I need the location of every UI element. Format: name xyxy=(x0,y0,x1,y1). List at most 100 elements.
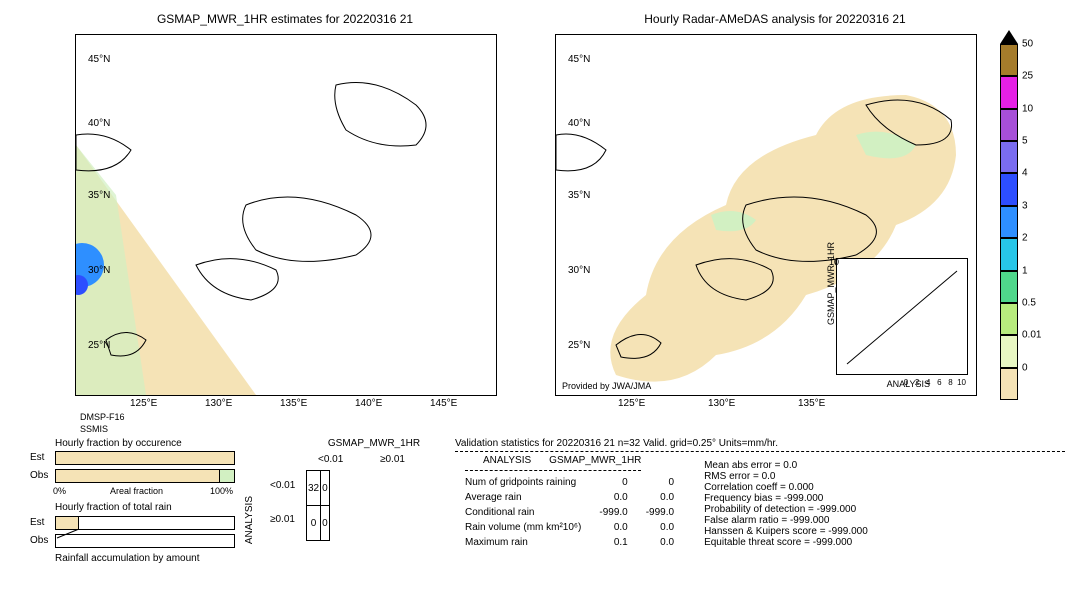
ltick-x-125: 125°E xyxy=(130,398,157,409)
obs-2: Obs xyxy=(30,535,48,546)
est-2: Est xyxy=(30,517,44,528)
ct-r-lt: <0.01 xyxy=(270,480,295,491)
colorbar-seg-0 xyxy=(1000,44,1018,76)
val-row-label-0: Num of gridpoints raining xyxy=(457,476,589,489)
rtick-y-35: 35°N xyxy=(568,190,590,201)
val-right-1: RMS error = 0.0 xyxy=(704,471,868,482)
rtick-y-45: 45°N xyxy=(568,54,590,65)
colorbar-lab-8: 0.5 xyxy=(1022,297,1036,308)
val-col-b: GSMAP_MWR_1HR xyxy=(541,454,649,467)
val-right-3: Frequency bias = -999.000 xyxy=(704,493,868,504)
colorbar-seg-3 xyxy=(1000,141,1018,173)
ltick-x-140: 140°E xyxy=(355,398,382,409)
left-below-2: SSMIS xyxy=(80,424,108,434)
colorbar-lab-2: 10 xyxy=(1022,103,1033,114)
val-row-a-4: 0.1 xyxy=(591,536,635,549)
ltick-y-30: 30°N xyxy=(88,265,110,276)
ltick-x-135: 135°E xyxy=(280,398,307,409)
ax100-1: 100% xyxy=(210,486,233,496)
obs-1: Obs xyxy=(30,470,48,481)
val-row-label-2: Conditional rain xyxy=(457,506,589,519)
val-row-b-0: 0 xyxy=(638,476,682,489)
colorbar-seg-7 xyxy=(1000,271,1018,303)
val-row-a-1: 0.0 xyxy=(591,491,635,504)
accum-title: Rainfall accumulation by amount xyxy=(55,553,200,564)
colorbar-cap xyxy=(1000,30,1018,44)
colorbar-lab-9: 0.01 xyxy=(1022,330,1041,341)
val-row-a-2: -999.0 xyxy=(591,506,635,519)
scatter-diagonal xyxy=(847,271,957,364)
ct-row-header: ANALYSIS xyxy=(244,496,255,544)
colorbar-lab-10: 0 xyxy=(1022,362,1028,373)
right-map-title: Hourly Radar-AMeDAS analysis for 2022031… xyxy=(555,12,995,26)
ax0-1: 0% xyxy=(53,486,66,496)
val-right-0: Mean abs error = 0.0 xyxy=(704,460,868,471)
scatter-ticks: 0 2 4 6 8 10 xyxy=(904,378,966,387)
ltick-y-35: 35°N xyxy=(88,190,110,201)
ct-c-ge: ≥0.01 xyxy=(380,454,405,465)
val-row-label-3: Rain volume (mm km²10⁶) xyxy=(457,521,589,534)
left-map xyxy=(75,34,497,396)
colorbar-seg-10 xyxy=(1000,368,1018,400)
colorbar: 502510543210.50.010 xyxy=(1000,30,1018,400)
ct-r-ge: ≥0.01 xyxy=(270,514,295,525)
colorbar-seg-8 xyxy=(1000,303,1018,335)
ltick-x-130: 130°E xyxy=(205,398,232,409)
ct-c-lt: <0.01 xyxy=(318,454,343,465)
val-row-b-2: -999.0 xyxy=(638,506,682,519)
val-col-a: ANALYSIS xyxy=(475,454,539,467)
left-below-1: DMSP-F16 xyxy=(80,412,125,422)
val-right-5: False alarm ratio = -999.000 xyxy=(704,515,868,526)
colorbar-lab-4: 4 xyxy=(1022,168,1028,179)
ct-10: 0 xyxy=(307,506,321,541)
val-right-6: Hanssen & Kuipers score = -999.000 xyxy=(704,526,868,537)
ltick-y-45: 45°N xyxy=(88,54,110,65)
colorbar-seg-5 xyxy=(1000,206,1018,238)
axlab-1: Areal fraction xyxy=(110,486,163,496)
colorbar-lab-3: 5 xyxy=(1022,136,1028,147)
validation-table: ANALYSISGSMAP_MWR_1HR xyxy=(455,452,651,474)
val-row-label-4: Maximum rain xyxy=(457,536,589,549)
validation-right: Mean abs error = 0.0RMS error = 0.0Corre… xyxy=(704,452,868,551)
contingency-table: 320 00 xyxy=(306,470,330,541)
val-row-a-3: 0.0 xyxy=(591,521,635,534)
est-occ-bar xyxy=(55,451,235,465)
left-map-title: GSMAP_MWR_1HR estimates for 20220316 21 xyxy=(55,12,515,26)
rtick-y-30: 30°N xyxy=(568,265,590,276)
colorbar-lab-0: 50 xyxy=(1022,39,1033,50)
ltick-x-145: 145°E xyxy=(430,398,457,409)
colorbar-seg-6 xyxy=(1000,238,1018,270)
val-row-a-0: 0 xyxy=(591,476,635,489)
rtick-x-130: 130°E xyxy=(708,398,735,409)
val-right-2: Correlation coeff = 0.000 xyxy=(704,482,868,493)
colorbar-seg-9 xyxy=(1000,335,1018,367)
est-1: Est xyxy=(30,452,44,463)
colorbar-seg-4 xyxy=(1000,173,1018,205)
ltick-y-40: 40°N xyxy=(88,118,110,129)
scatter-plot: 10 xyxy=(836,258,968,375)
val-row-b-4: 0.0 xyxy=(638,536,682,549)
val-row-label-1: Average rain xyxy=(457,491,589,504)
occ-title: Hourly fraction by occurence xyxy=(55,438,182,449)
validation-block: Validation statistics for 20220316 21 n=… xyxy=(455,438,1065,551)
rtick-y-40: 40°N xyxy=(568,118,590,129)
ct-col-header: GSMAP_MWR_1HR xyxy=(314,438,434,449)
colorbar-lab-1: 25 xyxy=(1022,71,1033,82)
colorbar-seg-2 xyxy=(1000,109,1018,141)
val-right-7: Equitable threat score = -999.000 xyxy=(704,537,868,548)
ct-00: 32 xyxy=(307,471,321,506)
colorbar-lab-6: 2 xyxy=(1022,233,1028,244)
right-map: Provided by JWA/JMA 10 ANALYSIS GSMAP_MW… xyxy=(555,34,977,396)
colorbar-lab-7: 1 xyxy=(1022,265,1028,276)
validation-rows: Num of gridpoints raining00Average rain0… xyxy=(455,474,684,551)
val-title: Validation statistics for 20220316 21 n=… xyxy=(455,438,1065,449)
rtick-y-25: 25°N xyxy=(568,340,590,351)
provider-label: Provided by JWA/JMA xyxy=(562,381,651,391)
rtick-x-125: 125°E xyxy=(618,398,645,409)
ct-11: 0 xyxy=(321,506,330,541)
linking-line xyxy=(55,516,235,550)
scatter-ylabel: GSMAP_MWR_1HR xyxy=(826,242,836,325)
val-row-b-3: 0.0 xyxy=(638,521,682,534)
rtick-x-135: 135°E xyxy=(798,398,825,409)
val-row-b-1: 0.0 xyxy=(638,491,682,504)
